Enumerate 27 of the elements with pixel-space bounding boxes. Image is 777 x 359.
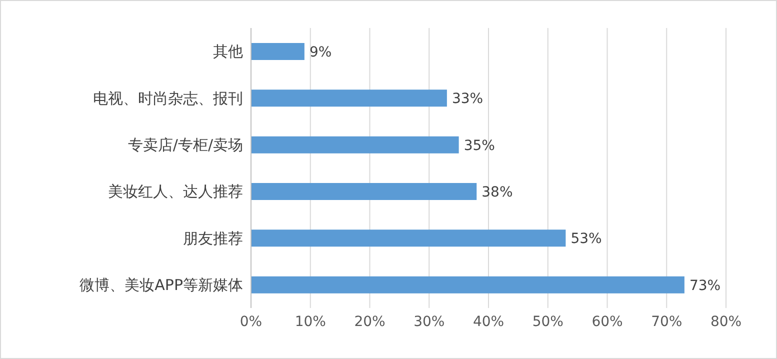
x-tick-label: 40%: [472, 314, 504, 330]
y-tick-label: 微博、美妆APP等新媒体: [80, 276, 243, 294]
y-tick-label: 其他: [213, 42, 243, 61]
x-tick-label: 50%: [532, 314, 564, 330]
bar: [251, 43, 304, 60]
y-tick-label: 电视、时尚杂志、报刊: [93, 89, 243, 108]
x-tick-label: 80%: [710, 314, 742, 330]
y-tick-label: 美妆红人、达人推荐: [108, 182, 243, 201]
x-tick-label: 10%: [294, 314, 326, 330]
data-label: 33%: [452, 91, 484, 108]
bar: [251, 183, 477, 200]
y-tick-label: 专卖店/专柜/卖场: [128, 136, 243, 154]
data-label: 73%: [689, 278, 721, 294]
bar: [251, 136, 459, 154]
data-label: 38%: [482, 184, 513, 200]
data-label: 35%: [464, 138, 495, 154]
bar: [251, 230, 566, 247]
bar: [251, 276, 684, 294]
x-tick-label: 20%: [354, 314, 386, 330]
x-tick-label: 30%: [414, 314, 445, 330]
x-tick-label: 0%: [240, 314, 262, 330]
x-tick-label: 70%: [651, 314, 682, 330]
y-tick-label: 朋友推荐: [183, 229, 243, 248]
bar: [251, 90, 447, 107]
data-label: 9%: [309, 44, 332, 60]
data-label: 53%: [570, 231, 602, 248]
x-tick-label: 60%: [592, 314, 623, 330]
